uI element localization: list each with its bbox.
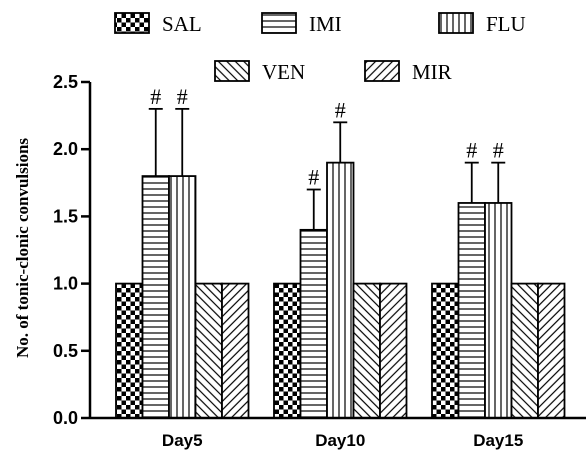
bar-mir-day10 bbox=[379, 282, 408, 419]
x-category-label: Day5 bbox=[162, 431, 203, 450]
legend-label-sal: SAL bbox=[162, 12, 202, 36]
bar-sal-day10 bbox=[273, 282, 302, 419]
bar-sal-day15 bbox=[431, 282, 460, 419]
legend-label-ven: VEN bbox=[262, 60, 305, 84]
y-tick-label: 1.0 bbox=[53, 274, 78, 294]
bar-imi-day10 bbox=[299, 228, 328, 419]
x-axis: Day5 Day10 Day15 bbox=[90, 416, 586, 450]
legend-swatch-sal bbox=[114, 12, 150, 34]
significance-marker: # bbox=[177, 84, 188, 109]
significance-marker: # bbox=[466, 138, 477, 163]
legend-swatch-ven bbox=[214, 60, 250, 82]
y-tick-label: 1.5 bbox=[53, 206, 78, 226]
legend-swatch-imi bbox=[261, 12, 297, 34]
y-tick-label: 0.0 bbox=[53, 408, 78, 428]
bar-flu-day15 bbox=[484, 202, 513, 419]
significance-marker: # bbox=[335, 97, 346, 122]
y-axis: 0.0 0.5 1.0 1.5 2.0 2.5 bbox=[53, 72, 92, 428]
bar-mir-day15 bbox=[537, 282, 566, 419]
bar-sal-day5 bbox=[115, 282, 144, 419]
x-category-label: Day10 bbox=[315, 431, 365, 450]
y-tick-label: 0.5 bbox=[53, 341, 78, 361]
legend-swatch-mir bbox=[364, 60, 400, 82]
x-category-label: Day15 bbox=[473, 431, 523, 450]
legend-label-mir: MIR bbox=[412, 60, 452, 84]
y-tick-label: 2.5 bbox=[53, 72, 78, 92]
significance-marker: # bbox=[493, 138, 504, 163]
significance-marker: # bbox=[308, 165, 319, 190]
bar-mir-day5 bbox=[221, 282, 250, 419]
legend-swatch-flu bbox=[438, 12, 474, 34]
significance-marker: # bbox=[150, 84, 161, 109]
y-axis-label: No. of tonic-clonic convulsions bbox=[13, 138, 32, 358]
bar-flu-day10 bbox=[326, 161, 355, 419]
y-tick-label: 2.0 bbox=[53, 139, 78, 159]
bar-ven-day5 bbox=[194, 282, 223, 419]
bar-ven-day10 bbox=[352, 282, 381, 419]
bar-flu-day5 bbox=[168, 175, 197, 419]
bar-imi-day15 bbox=[457, 202, 486, 419]
legend-label-imi: IMI bbox=[309, 12, 342, 36]
legend-label-flu: FLU bbox=[486, 12, 526, 36]
bar-ven-day15 bbox=[510, 282, 539, 419]
legend: SAL IMI FLU VEN MIR bbox=[114, 12, 526, 84]
bars: # # # # # # bbox=[115, 84, 566, 419]
bar-imi-day5 bbox=[141, 175, 170, 419]
